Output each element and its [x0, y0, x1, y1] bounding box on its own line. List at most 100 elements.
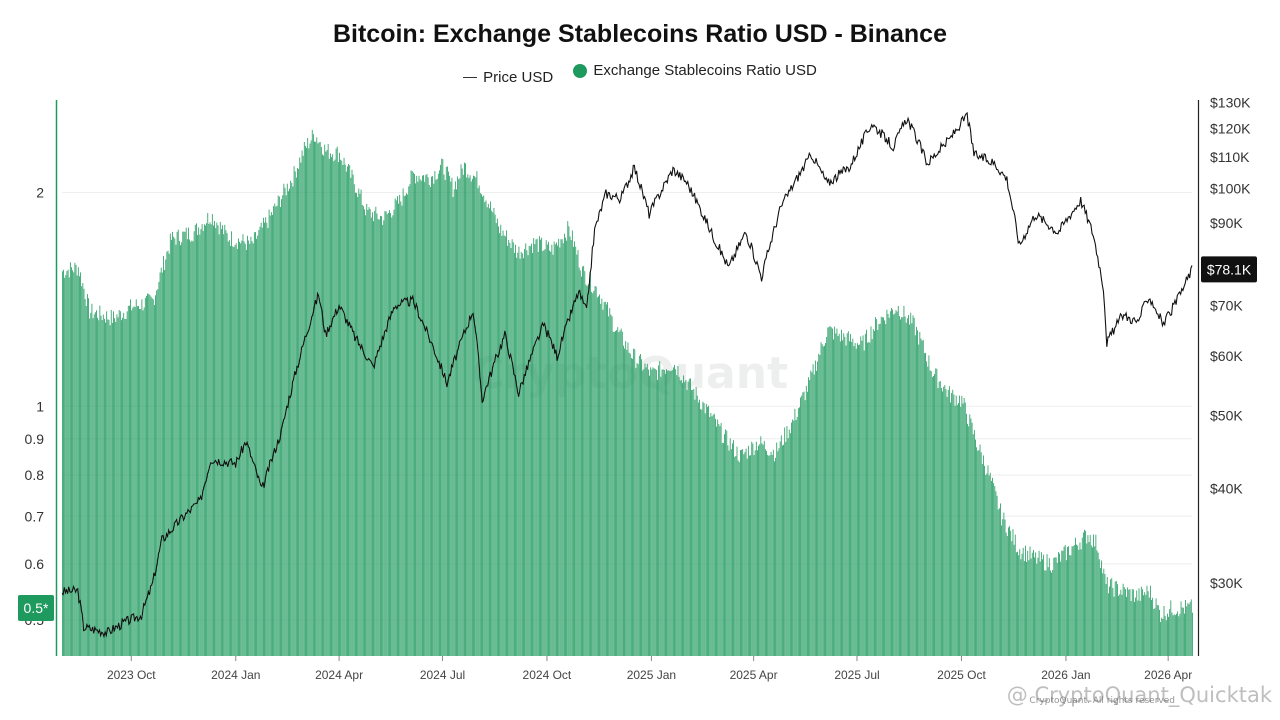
ratio-bar	[537, 251, 539, 657]
ratio-bar	[290, 180, 292, 656]
ratio-bar	[753, 455, 755, 656]
ratio-bar	[224, 224, 226, 656]
ratio-bar	[218, 234, 220, 656]
legend-item-ratio[interactable]: Exchange Stablecoins Ratio USD	[573, 62, 817, 79]
ratio-bar	[514, 252, 515, 656]
ratio-bar	[952, 389, 954, 656]
ratio-bar	[77, 267, 79, 656]
ratio-bar	[707, 406, 708, 656]
ratio-bar	[250, 236, 252, 656]
ratio-bar	[334, 159, 336, 656]
watermark-copyright: CryptoQuant. All rights reserved	[1029, 696, 1175, 706]
ratio-bar	[406, 193, 407, 656]
ratio-bar	[693, 389, 695, 656]
ratio-bar	[333, 161, 335, 656]
ratio-bar	[871, 339, 873, 656]
ratio-bar	[1075, 537, 1076, 656]
ratio-bar	[378, 219, 380, 657]
ratio-bar	[955, 395, 957, 656]
ratio-bar	[111, 322, 113, 656]
ratio-bar	[966, 413, 967, 656]
ratio-bar	[894, 313, 896, 656]
ratio-bar	[190, 241, 192, 656]
ratio-bar	[777, 451, 779, 656]
legend-dot-swatch	[573, 63, 588, 78]
ratio-bar	[71, 267, 72, 656]
ratio-bar	[1189, 601, 1191, 656]
ratio-bar	[936, 368, 938, 656]
ratio-bar	[314, 141, 315, 657]
ratio-bar	[685, 380, 687, 656]
ratio-bar	[939, 381, 941, 656]
ratio-bar	[678, 376, 680, 656]
ratio-bar	[844, 336, 846, 656]
ratio-bar	[1026, 561, 1027, 656]
ratio-bar	[76, 275, 78, 656]
legend-item-price[interactable]: Price USD	[463, 69, 553, 86]
ratio-bar	[1118, 595, 1119, 656]
ratio-bar	[1130, 601, 1132, 656]
ratio-bar	[670, 370, 672, 656]
x-tick-label: 2025 Oct	[937, 668, 986, 682]
ratio-bar	[769, 455, 771, 656]
ratio-bar	[184, 231, 186, 656]
ratio-bar	[1014, 534, 1016, 656]
ratio-bar	[1087, 535, 1089, 656]
ratio-bar	[845, 345, 847, 656]
ratio-bar	[876, 319, 878, 656]
ratio-bar	[235, 243, 237, 656]
ratio-bar	[762, 444, 764, 656]
ratio-bar	[843, 333, 845, 656]
ratio-bar	[318, 142, 320, 656]
ratio-bar	[294, 171, 296, 657]
ratio-bar	[925, 352, 926, 656]
ratio-bar	[972, 434, 974, 656]
ratio-bar	[411, 171, 413, 656]
ratio-bar	[1171, 612, 1173, 656]
ratio-bar	[826, 336, 828, 656]
ratio-bar	[310, 140, 312, 656]
ratio-bar	[219, 221, 221, 656]
ratio-bar	[133, 306, 135, 656]
ratio-bar	[1081, 537, 1083, 656]
ratio-bar	[517, 252, 519, 657]
ratio-bar	[312, 134, 314, 656]
ratio-bar	[557, 245, 558, 657]
ratio-bar	[1077, 545, 1079, 656]
ratio-bar	[921, 340, 923, 656]
ratio-bar	[565, 237, 566, 657]
ratio-bar	[880, 316, 882, 656]
ratio-bar	[399, 194, 401, 657]
ratio-bar	[454, 181, 456, 657]
ratio-bar	[808, 377, 809, 656]
ratio-bar	[353, 184, 355, 656]
ratio-bar	[1080, 549, 1082, 656]
ratio-bar	[337, 162, 339, 657]
ratio-bar	[214, 221, 215, 656]
ratio-bar	[898, 316, 900, 656]
ratio-bar	[1070, 555, 1072, 656]
ratio-bar	[976, 447, 978, 656]
ratio-bar	[655, 370, 657, 656]
ratio-bar	[601, 298, 603, 656]
ratio-bar	[941, 388, 942, 656]
ratio-bar	[1172, 615, 1174, 656]
ratio-bar	[992, 477, 993, 656]
ratio-bar	[315, 141, 317, 657]
ratio-bar	[307, 138, 309, 656]
ratio-bar	[297, 168, 298, 656]
ratio-bar	[527, 255, 529, 656]
ratio-bar	[836, 328, 838, 656]
right-tick-label: $100K	[1210, 181, 1251, 197]
ratio-bar	[1115, 580, 1117, 656]
ratio-bar	[587, 284, 589, 656]
ratio-bar	[1009, 526, 1010, 656]
ratio-bar	[1109, 586, 1110, 656]
ratio-bar	[847, 331, 849, 656]
ratio-bar	[390, 213, 392, 656]
ratio-bar	[83, 288, 85, 656]
ratio-bar	[289, 188, 290, 656]
ratio-bar	[324, 144, 326, 657]
ratio-bar	[236, 248, 238, 656]
